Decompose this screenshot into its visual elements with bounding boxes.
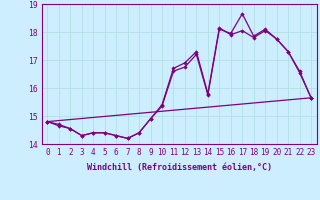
X-axis label: Windchill (Refroidissement éolien,°C): Windchill (Refroidissement éolien,°C): [87, 163, 272, 172]
